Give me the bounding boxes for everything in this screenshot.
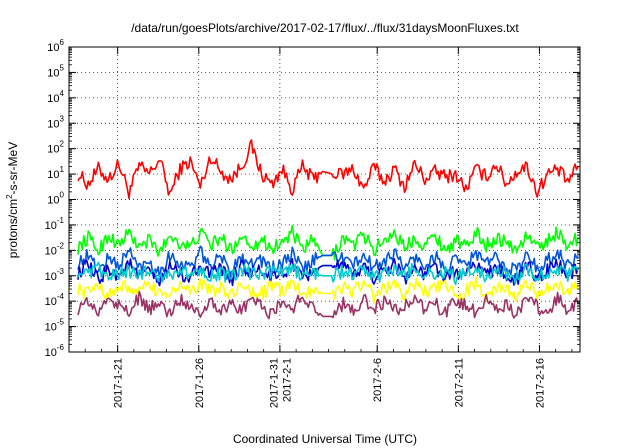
series-line-1 bbox=[77, 139, 579, 200]
y-tick-label: 101 bbox=[47, 165, 64, 181]
x-tick-label: 2017-1-21 bbox=[113, 358, 125, 408]
y-tick-label: 105 bbox=[47, 63, 64, 79]
y-axis: 10-6 10-5 10-4 10-3 10-2 10-1 100 101 102 103 104 1… bbox=[45, 38, 580, 359]
y-tick-label: 106 bbox=[47, 38, 64, 54]
chart-title: /data/run/goesPlots/archive/2017-02-17/f… bbox=[131, 21, 519, 35]
x-tick-label: 2017-2-11 bbox=[453, 358, 465, 407]
y-axis-label: protons/cm2-s-sr-MeV bbox=[5, 142, 20, 258]
y-axis-label-exponent: 2 bbox=[5, 194, 14, 199]
x-tick-label: 2017-2-16 bbox=[534, 358, 546, 408]
series-line-6 bbox=[77, 276, 579, 304]
y-tick-label: 103 bbox=[47, 114, 64, 130]
grid bbox=[69, 47, 580, 352]
y-axis-label-part: -s-sr-MeV bbox=[6, 142, 20, 195]
x-tick-label: 2017-2-1 bbox=[281, 358, 293, 402]
x-axis-label: Coordinated Universal Time (UTC) bbox=[233, 432, 417, 446]
y-tick-label: 10-4 bbox=[45, 292, 65, 308]
y-tick-label: 10-1 bbox=[45, 216, 65, 232]
y-tick-label: 102 bbox=[47, 140, 64, 156]
series-line-3 bbox=[77, 245, 579, 281]
series-layer bbox=[77, 139, 579, 320]
y-tick-label: 104 bbox=[47, 89, 64, 105]
y-tick-label: 10-6 bbox=[45, 343, 65, 359]
y-tick-label: 10-2 bbox=[45, 241, 65, 257]
y-tick-label: 100 bbox=[47, 191, 64, 207]
series-line-7 bbox=[77, 290, 579, 320]
y-axis-label-part: protons/cm bbox=[6, 199, 20, 258]
series-line-5 bbox=[77, 261, 579, 286]
x-tick-label: 2017-1-31 bbox=[268, 358, 280, 408]
x-tick-label: 2017-2-6 bbox=[372, 358, 384, 402]
x-axis: 2017-1-21 2017-1-26 2017-1-31 2017-2-1 2017-… bbox=[68, 47, 573, 408]
y-tick-label: 10-3 bbox=[45, 267, 65, 283]
x-tick-label: 2017-1-26 bbox=[194, 358, 206, 408]
y-tick-label: 10-5 bbox=[45, 318, 65, 334]
